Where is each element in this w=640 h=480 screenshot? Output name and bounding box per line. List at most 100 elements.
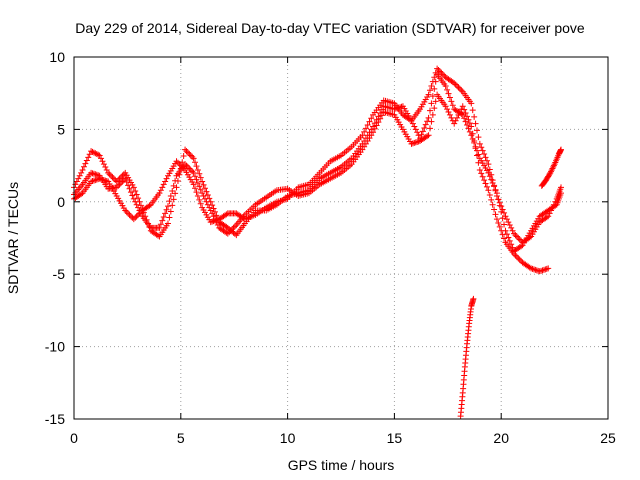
data-point — [425, 132, 432, 139]
data-point — [493, 216, 500, 223]
data-point — [456, 85, 463, 92]
series-track-c — [71, 65, 565, 246]
data-point — [455, 111, 462, 118]
data-point — [103, 166, 110, 173]
data-point — [543, 214, 550, 221]
x-tick-label: 5 — [177, 430, 185, 446]
data-point — [157, 187, 164, 194]
data-point — [170, 182, 177, 189]
x-tick-label: 15 — [387, 430, 403, 446]
data-point — [209, 210, 216, 217]
y-tick-label: 10 — [49, 49, 65, 65]
data-point — [184, 164, 191, 171]
data-point — [123, 179, 130, 186]
data-point — [425, 114, 432, 121]
data-point — [115, 177, 122, 184]
data-point — [162, 178, 169, 185]
data-point — [117, 174, 124, 181]
data-point — [370, 129, 377, 136]
y-tick-label: -5 — [53, 266, 66, 282]
data-point — [157, 221, 164, 228]
data-point — [451, 80, 458, 87]
data-point — [135, 211, 142, 218]
data-point — [92, 150, 99, 157]
data-point — [471, 137, 478, 144]
data-point — [82, 160, 89, 167]
data-point — [108, 172, 115, 179]
data-point — [499, 231, 506, 238]
series-track-e — [538, 146, 565, 189]
data-point — [156, 190, 163, 197]
data-point — [83, 157, 90, 164]
data-point — [428, 118, 435, 125]
data-point — [368, 115, 375, 122]
data-point — [448, 114, 455, 121]
data-point — [170, 196, 177, 203]
data-point — [452, 81, 459, 88]
data-point — [116, 181, 123, 188]
data-point — [194, 179, 201, 186]
data-point — [471, 113, 478, 120]
data-point — [96, 152, 103, 159]
data-point — [190, 181, 197, 188]
data-point — [481, 177, 488, 184]
data-point — [159, 217, 166, 224]
data-point — [506, 221, 513, 228]
data-point — [468, 132, 475, 139]
data-point — [478, 144, 485, 151]
data-point — [193, 176, 200, 183]
data-point — [196, 170, 203, 177]
data-point — [476, 140, 483, 147]
data-point — [125, 210, 132, 217]
data-point — [496, 199, 503, 206]
data-point — [123, 208, 130, 215]
data-point — [515, 235, 522, 241]
data-point — [407, 116, 414, 123]
data-point — [115, 182, 122, 189]
data-point — [192, 159, 199, 166]
data-point — [547, 169, 554, 176]
data-point — [190, 155, 197, 162]
data-point — [80, 163, 87, 170]
data-point — [425, 91, 432, 98]
data-point — [506, 237, 513, 244]
data-point — [73, 178, 80, 185]
data-point — [488, 196, 495, 203]
data-point — [146, 202, 153, 209]
data-point — [163, 175, 170, 182]
data-point — [117, 179, 124, 186]
data-point — [166, 198, 173, 205]
data-point — [473, 152, 480, 159]
data-point — [436, 68, 443, 75]
data-point — [130, 195, 137, 202]
data-point — [113, 178, 120, 185]
data-point — [545, 265, 552, 272]
data-point — [199, 178, 206, 185]
y-tick-label: -10 — [45, 339, 65, 355]
data-point — [197, 200, 204, 207]
data-point — [160, 181, 167, 188]
data-point — [472, 120, 479, 127]
data-point — [133, 201, 140, 208]
data-point — [428, 100, 435, 107]
data-point — [120, 171, 127, 178]
data-point — [475, 151, 482, 158]
data-point — [132, 187, 139, 194]
y-tick-label: 5 — [57, 121, 65, 137]
data-point — [78, 169, 85, 176]
data-point — [444, 86, 451, 93]
data-point — [204, 192, 211, 199]
data-point — [109, 174, 116, 181]
data-point — [359, 132, 366, 139]
data-point — [468, 100, 475, 107]
data-point — [364, 122, 371, 129]
data-point — [174, 159, 181, 166]
data-point — [424, 133, 431, 140]
data-point — [429, 111, 436, 118]
data-point — [187, 152, 194, 159]
data-point — [187, 166, 194, 173]
data-point — [88, 148, 95, 155]
data-point — [493, 193, 500, 200]
data-point — [439, 71, 446, 78]
data-point — [371, 125, 378, 132]
